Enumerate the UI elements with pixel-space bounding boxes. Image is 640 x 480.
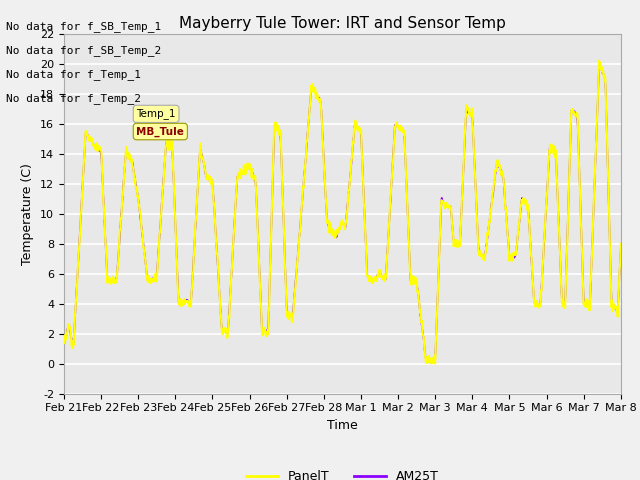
- AM25T: [617, 247, 625, 252]
- PanelT: [246, 162, 254, 168]
- AM25T: [184, 298, 191, 304]
- AM25T: [596, 63, 604, 69]
- Text: No data for f_Temp_1: No data for f_Temp_1: [6, 69, 141, 80]
- Text: Temp_1: Temp_1: [136, 108, 176, 120]
- AM25T: [429, 358, 437, 363]
- PanelT: [551, 145, 559, 151]
- PanelT: [428, 361, 435, 367]
- X-axis label: Time: Time: [327, 419, 358, 432]
- Text: No data for f_SB_Temp_2: No data for f_SB_Temp_2: [6, 45, 162, 56]
- Text: No data for f_Temp_2: No data for f_Temp_2: [6, 93, 141, 104]
- Y-axis label: Temperature (C): Temperature (C): [22, 163, 35, 264]
- PanelT: [502, 205, 509, 211]
- Line: PanelT: PanelT: [64, 60, 621, 364]
- AM25T: [551, 150, 559, 156]
- PanelT: [184, 300, 191, 305]
- Legend: PanelT, AM25T: PanelT, AM25T: [241, 465, 444, 480]
- AM25T: [246, 165, 254, 170]
- AM25T: [170, 194, 178, 200]
- PanelT: [595, 58, 603, 63]
- AM25T: [60, 342, 68, 348]
- PanelT: [170, 193, 178, 199]
- AM25T: [426, 360, 434, 365]
- PanelT: [617, 241, 625, 247]
- PanelT: [429, 357, 437, 363]
- AM25T: [502, 209, 509, 215]
- Text: MB_Tule: MB_Tule: [136, 126, 184, 137]
- PanelT: [60, 339, 68, 345]
- Text: No data for f_SB_Temp_1: No data for f_SB_Temp_1: [6, 21, 162, 32]
- Line: AM25T: AM25T: [64, 66, 621, 362]
- Title: Mayberry Tule Tower: IRT and Sensor Temp: Mayberry Tule Tower: IRT and Sensor Temp: [179, 16, 506, 31]
